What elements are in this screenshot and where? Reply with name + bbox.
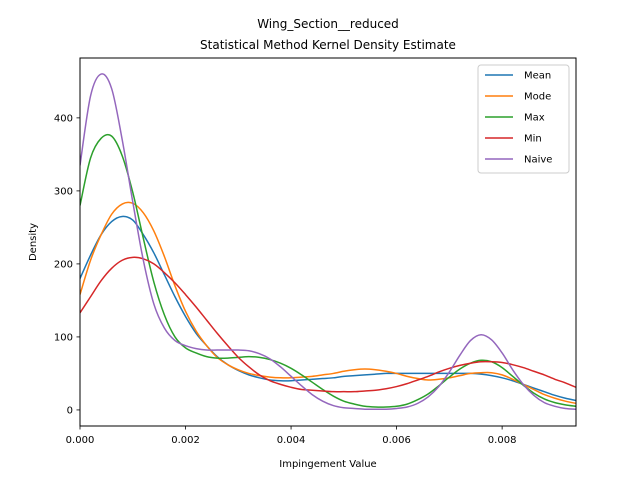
plot-series-group — [80, 73, 576, 411]
x-tick-label: 0.006 — [382, 435, 411, 446]
plot-frame — [79, 57, 577, 427]
legend-label-min: Min — [524, 134, 542, 145]
x-tick-label: 0.008 — [488, 435, 517, 446]
x-axis-ticks: 0.000 0.002 0.004 0.006 0.008 — [66, 426, 517, 446]
y-tick-label: 400 — [54, 113, 73, 124]
y-tick-label: 300 — [54, 186, 73, 197]
legend: Mean Mode Max Min Naive — [477, 64, 570, 174]
y-axis-label: Density — [28, 223, 39, 261]
series-line-mean — [80, 215, 576, 402]
series-line-mode — [80, 201, 576, 405]
legend-label-naive: Naive — [524, 155, 552, 166]
legend-box — [477, 64, 570, 174]
y-axis-ticks: 0 100 200 300 400 — [54, 113, 80, 417]
series-line-naive — [80, 73, 576, 411]
legend-label-mean: Mean — [524, 71, 551, 82]
x-tick-label: 0.002 — [171, 435, 200, 446]
y-tick-label: 100 — [54, 333, 73, 344]
y-tick-label: 200 — [54, 260, 73, 271]
y-tick-label: 0 — [67, 406, 73, 417]
chart-title-line1: Wing_Section__reduced — [257, 17, 399, 31]
x-tick-label: 0.000 — [66, 435, 95, 446]
legend-label-mode: Mode — [524, 92, 551, 103]
x-axis-label: Impingement Value — [279, 459, 376, 470]
legend-label-max: Max — [524, 113, 545, 124]
series-line-min — [80, 256, 576, 393]
chart-title-line2: Statistical Method Kernel Density Estima… — [200, 38, 456, 52]
x-tick-label: 0.004 — [277, 435, 306, 446]
